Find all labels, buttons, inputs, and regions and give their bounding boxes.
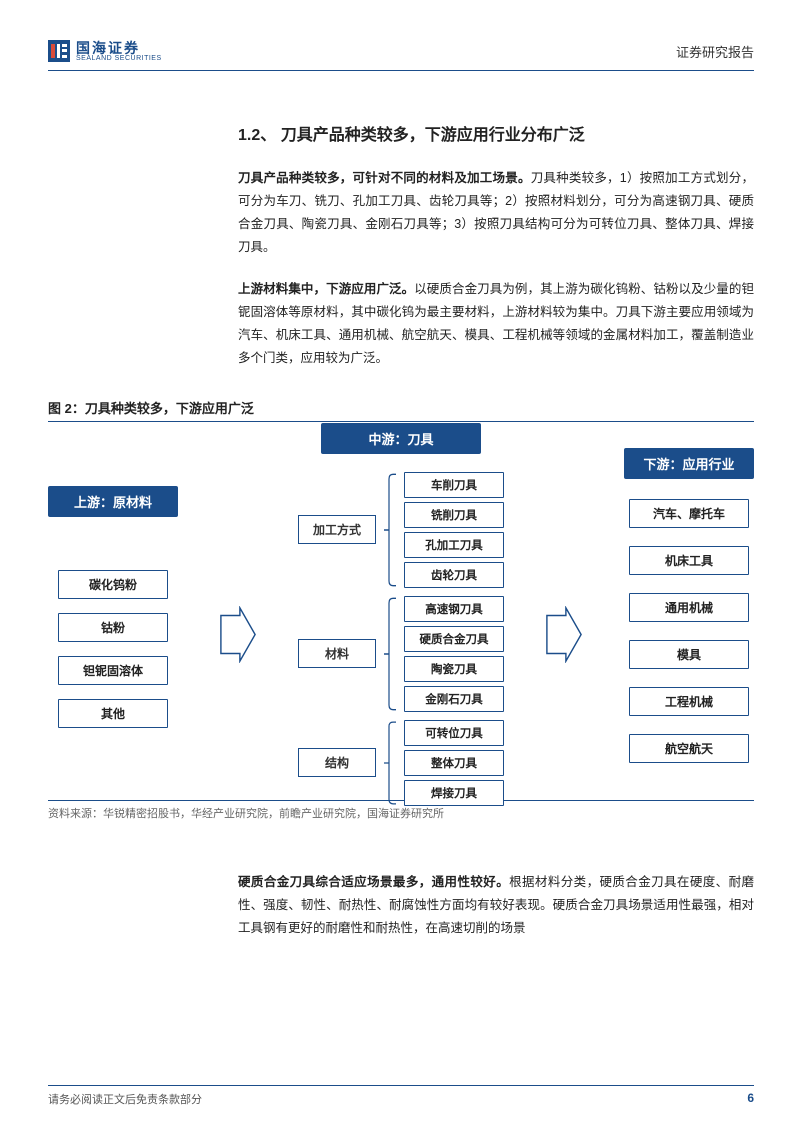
upstream-column: 上游：原材料 碳化钨粉 钴粉 钽铌固溶体 其他	[48, 486, 178, 742]
para2-lead: 上游材料集中，下游应用广泛。	[238, 282, 414, 296]
page-number: 6	[747, 1091, 754, 1107]
midstream-column: 中游：刀具 加工方式 车削刀具 铣削刀具 孔加工刀具 齿轮刀具 材料	[298, 423, 504, 806]
mid-item: 焊接刀具	[404, 780, 504, 806]
paragraph-2: 上游材料集中，下游应用广泛。以硬质合金刀具为例，其上游为碳化钨粉、钴粉以及少量的…	[238, 278, 754, 371]
figure-title: 图 2：刀具种类较多，下游应用广泛	[48, 398, 754, 422]
midstream-header: 中游：刀具	[321, 423, 481, 454]
logo-text-cn: 国海证券	[76, 41, 162, 55]
para3-lead: 硬质合金刀具综合适应场景最多，通用性较好。	[238, 875, 509, 889]
mid-item: 硬质合金刀具	[404, 626, 504, 652]
mid-item: 整体刀具	[404, 750, 504, 776]
page-header: 国海证券 SEALAND SECURITIES 证券研究报告	[48, 40, 754, 71]
upstream-item: 钴粉	[58, 613, 168, 642]
downstream-column: 下游：应用行业 汽车、摩托车 机床工具 通用机械 模具 工程机械 航空航天	[624, 448, 754, 781]
logo-icon	[48, 40, 70, 62]
mid-group-label: 材料	[298, 639, 376, 668]
para1-lead: 刀具产品种类较多，可针对不同的材料及加工场景。	[238, 171, 531, 185]
mid-item: 铣削刀具	[404, 502, 504, 528]
bracket-icon	[384, 720, 396, 806]
mid-item: 可转位刀具	[404, 720, 504, 746]
header-doc-type: 证券研究报告	[676, 42, 754, 61]
downstream-item: 航空航天	[629, 734, 749, 763]
mid-group-processing: 加工方式 车削刀具 铣削刀具 孔加工刀具 齿轮刀具	[298, 472, 504, 588]
arrow-right-icon	[545, 604, 583, 664]
bracket-icon	[384, 596, 396, 712]
downstream-item: 汽车、摩托车	[629, 499, 749, 528]
figure-2: 图 2：刀具种类较多，下游应用广泛 上游：原材料 碳化钨粉 钴粉 钽铌固溶体 其…	[48, 398, 754, 821]
mid-item: 车削刀具	[404, 472, 504, 498]
upstream-header: 上游：原材料	[48, 486, 178, 517]
mid-item: 齿轮刀具	[404, 562, 504, 588]
upstream-item: 碳化钨粉	[58, 570, 168, 599]
upstream-item: 钽铌固溶体	[58, 656, 168, 685]
bracket-icon	[384, 472, 396, 588]
downstream-item: 通用机械	[629, 593, 749, 622]
downstream-item: 工程机械	[629, 687, 749, 716]
paragraph-3: 硬质合金刀具综合适应场景最多，通用性较好。根据材料分类，硬质合金刀具在硬度、耐磨…	[238, 871, 754, 940]
mid-item: 孔加工刀具	[404, 532, 504, 558]
downstream-item: 机床工具	[629, 546, 749, 575]
mid-item: 陶瓷刀具	[404, 656, 504, 682]
footer-disclaimer: 请务必阅读正文后免责条款部分	[48, 1091, 202, 1107]
logo: 国海证券 SEALAND SECURITIES	[48, 40, 162, 62]
upstream-item: 其他	[58, 699, 168, 728]
downstream-item: 模具	[629, 640, 749, 669]
mid-group-label: 结构	[298, 748, 376, 777]
supply-chain-diagram: 上游：原材料 碳化钨粉 钴粉 钽铌固溶体 其他 中游：刀具 加工方式	[48, 434, 754, 794]
page-footer: 请务必阅读正文后免责条款部分 6	[48, 1085, 754, 1107]
mid-item: 金刚石刀具	[404, 686, 504, 712]
paragraph-1: 刀具产品种类较多，可针对不同的材料及加工场景。刀具种类较多，1）按照加工方式划分…	[238, 167, 754, 260]
logo-text-en: SEALAND SECURITIES	[76, 55, 162, 62]
downstream-header: 下游：应用行业	[624, 448, 754, 479]
arrow-right-icon	[219, 604, 257, 664]
mid-group-material: 材料 高速钢刀具 硬质合金刀具 陶瓷刀具 金刚石刀具	[298, 596, 504, 712]
mid-group-label: 加工方式	[298, 515, 376, 544]
section-title: 1.2、 刀具产品种类较多，下游应用行业分布广泛	[238, 121, 754, 145]
mid-group-structure: 结构 可转位刀具 整体刀具 焊接刀具	[298, 720, 504, 806]
mid-item: 高速钢刀具	[404, 596, 504, 622]
